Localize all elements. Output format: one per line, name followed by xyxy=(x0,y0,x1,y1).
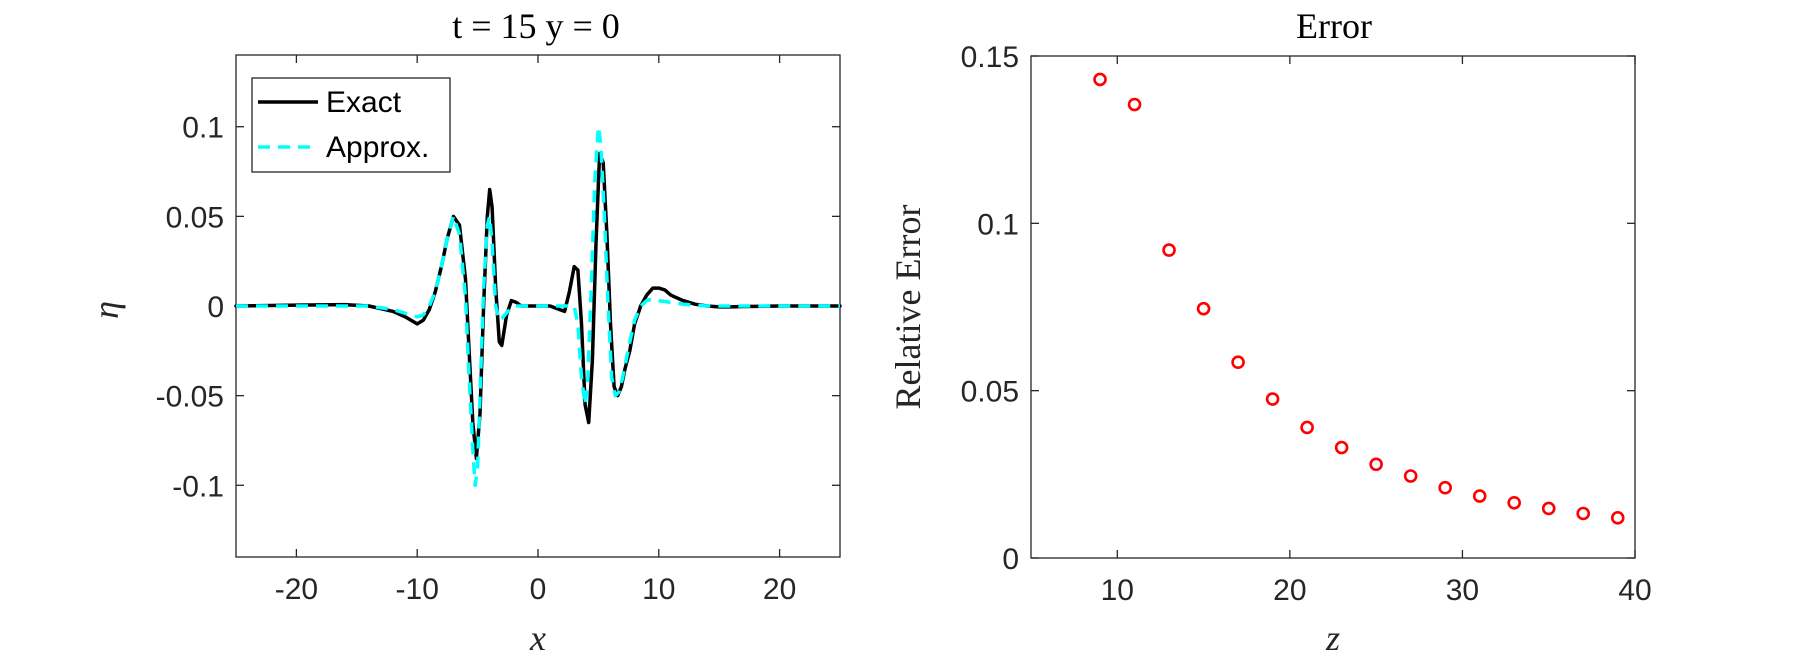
legend-box xyxy=(251,77,451,173)
right-tick-group: 10 20 30 40 0 0.05 0.1 0.15 xyxy=(961,41,1652,607)
scatter-point xyxy=(1300,420,1314,435)
scatter-point xyxy=(1610,511,1625,525)
left-chart: t = 15 y = 0 -20 -10 0 10 20 -0.1 -0.05 0 0.05 0.… xyxy=(86,6,842,658)
right-plot-area: 10 20 30 40 0 0.05 0.1 0.15 xyxy=(961,41,1652,607)
y-tick-label: 0 xyxy=(1002,543,1019,576)
left-legend: Exact Approx. xyxy=(251,77,451,173)
y-tick-label: 0 xyxy=(207,291,224,324)
scatter-point xyxy=(1576,506,1591,521)
series-line-approx xyxy=(236,124,840,488)
scatter-point xyxy=(1507,495,1521,510)
x-tick-label: -20 xyxy=(275,573,318,606)
y-tick-label: 0.05 xyxy=(166,201,224,234)
scatter-point xyxy=(1093,72,1107,87)
left-series-group xyxy=(234,124,842,488)
x-tick-label: 20 xyxy=(1273,574,1306,607)
y-tick-label: -0.05 xyxy=(156,381,224,414)
x-tick-label: 10 xyxy=(642,573,675,606)
right-chart: Error 10 20 30 40 0 0.05 0.1 0.15 z Relative Er… xyxy=(888,6,1652,658)
x-tick-label: 20 xyxy=(763,573,796,606)
right-series-group xyxy=(1093,72,1625,525)
scatter-point xyxy=(1196,301,1211,316)
y-tick-label: -0.1 xyxy=(172,470,224,503)
scatter-point xyxy=(1162,243,1176,257)
y-tick-label: 0.15 xyxy=(961,41,1019,74)
scatter-point xyxy=(1403,469,1418,483)
scatter-point xyxy=(1369,457,1383,472)
x-tick-label: 40 xyxy=(1618,574,1651,607)
y-tick-label: 0.1 xyxy=(182,112,224,145)
legend-label-exact: Exact xyxy=(326,86,402,119)
right-chart-title: Error xyxy=(1296,6,1372,46)
right-axes-box xyxy=(1030,55,1636,559)
x-tick-label: 0 xyxy=(530,573,547,606)
scatter-point xyxy=(1231,355,1245,370)
scatter-point xyxy=(1334,440,1349,455)
legend-label-approx: Approx. xyxy=(326,131,429,164)
scatter-point xyxy=(1265,392,1280,406)
scatter-point xyxy=(1472,489,1487,503)
y-tick-label: 0.1 xyxy=(977,208,1019,241)
right-y-axis-label: Relative Error xyxy=(888,205,928,410)
scatter-point xyxy=(1438,480,1452,495)
y-tick-label: 0.05 xyxy=(961,376,1019,409)
left-tick-group: -20 -10 0 10 20 -0.1 -0.05 0 0.05 0.1 xyxy=(156,55,840,606)
right-x-axis-label: z xyxy=(1325,618,1340,658)
left-y-axis-label: η xyxy=(86,301,126,319)
scatter-point xyxy=(1541,501,1556,516)
x-tick-label: 10 xyxy=(1101,574,1134,607)
series-line-exact xyxy=(234,151,842,461)
x-tick-label: -10 xyxy=(396,573,439,606)
left-x-axis-label: x xyxy=(529,618,546,658)
x-tick-label: 30 xyxy=(1446,574,1479,607)
left-chart-title: t = 15 y = 0 xyxy=(452,6,620,46)
scatter-point xyxy=(1127,97,1142,112)
